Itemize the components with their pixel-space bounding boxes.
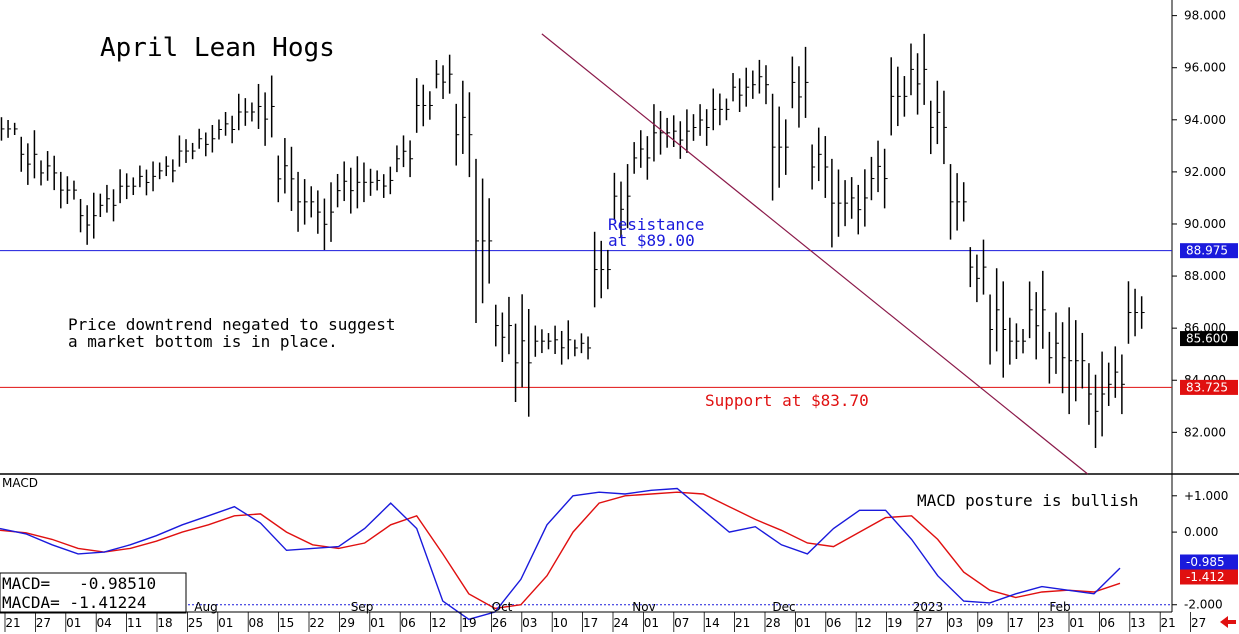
x-tick-label: 07 (674, 616, 689, 630)
macda-signal-line (0, 491, 1121, 610)
x-tick-label: 24 (613, 616, 628, 630)
macd-y-axis-ticks: +1.000 0.000 -2.000 (1172, 489, 1228, 612)
x-tick-label: 22 (309, 616, 324, 630)
resistance-price-tag: 88.975 (1180, 243, 1238, 259)
macd-y-tick-label: +1.000 (1184, 489, 1228, 503)
x-tick-label: 10 (553, 616, 568, 630)
macd-readout-box: MACD= -0.98510 MACDA= -1.41224 (0, 572, 187, 614)
x-month-label: Sep (351, 600, 374, 614)
x-tick-label: 23 (1039, 616, 1054, 630)
last-price-tag: 85.600 (1180, 331, 1238, 347)
x-tick-label: 18 (157, 616, 172, 630)
x-tick-label: 06 (1100, 616, 1115, 630)
x-tick-label: 01 (1069, 616, 1084, 630)
x-month-label: 2023 (913, 600, 944, 614)
macd-value-label: -0.985 (1186, 555, 1225, 569)
x-tick-label: 04 (97, 616, 112, 630)
downtrend-line (541, 33, 1089, 475)
resistance-note-line1: Resistance (608, 215, 704, 234)
price-bars (0, 33, 1145, 448)
x-tick-label: 08 (249, 616, 264, 630)
x-tick-label: 15 (279, 616, 294, 630)
macda-readout: MACDA= -1.41224 (2, 593, 147, 612)
resistance-price-label: 88.975 (1186, 244, 1228, 258)
x-tick-label: 13 (1130, 616, 1145, 630)
downtrend-note-line2: a market bottom is in place. (68, 332, 338, 351)
x-tick-label: 27 (36, 616, 51, 630)
x-tick-label: 12 (431, 616, 446, 630)
support-price-tag: 83.725 (1180, 379, 1238, 395)
x-tick-label: 14 (705, 616, 720, 630)
x-tick-label: 03 (522, 616, 537, 630)
macd-readout: MACD= -0.98510 (2, 574, 156, 593)
x-tick-label: 21 (1161, 616, 1176, 630)
price-y-axis-ticks: 98.00096.00094.00092.00090.00088.00086.0… (1172, 9, 1226, 439)
price-y-tick-label: 88.000 (1184, 269, 1226, 283)
x-tick-label: 01 (66, 616, 81, 630)
resistance-note-line2: at $89.00 (608, 231, 695, 250)
macd-note: MACD posture is bullish (917, 491, 1139, 510)
x-tick-label: 19 (887, 616, 902, 630)
price-y-tick-label: 96.000 (1184, 61, 1226, 75)
macd-panel-label: MACD (2, 476, 38, 490)
x-tick-label: 29 (340, 616, 355, 630)
x-tick-label: 21 (735, 616, 750, 630)
x-axis: 21 27 01 04 11 18 25 01 08 15 22 29 01 06 12 19 26 03 10 17… (0, 600, 1206, 632)
x-tick-label: 09 (978, 616, 993, 630)
x-month-label: Aug (194, 600, 217, 614)
x-tick-label: 11 (127, 616, 142, 630)
x-tick-label: 17 (583, 616, 598, 630)
macda-value-label: -1.412 (1186, 570, 1225, 584)
x-tick-label: 27 (1191, 616, 1206, 630)
chart-title: April Lean Hogs (100, 33, 335, 63)
x-tick-label: 17 (1009, 616, 1024, 630)
macd-y-tick-label: -2.000 (1184, 598, 1223, 612)
x-tick-label: 01 (218, 616, 233, 630)
x-tick-label: 21 (5, 616, 20, 630)
x-tick-label: 12 (857, 616, 872, 630)
x-month-label: Nov (632, 600, 655, 614)
scroll-arrow-icon[interactable] (1220, 616, 1236, 628)
macd-line (0, 487, 1121, 621)
downtrend-note-line1: Price downtrend negated to suggest (68, 315, 396, 334)
x-axis-ticks: 21 27 01 04 11 18 25 01 08 15 22 29 01 06 12 19 26 03 10 17… (4, 612, 1206, 632)
x-tick-label: 01 (644, 616, 659, 630)
price-y-tick-label: 90.000 (1184, 217, 1226, 231)
x-tick-label: 26 (492, 616, 507, 630)
x-tick-label: 01 (370, 616, 385, 630)
support-price-label: 83.725 (1186, 380, 1228, 394)
macd-y-tick-label: 0.000 (1184, 525, 1218, 539)
macd-panel: MACD +1.000 0.000 -2.000 MACD posture is b… (0, 474, 1238, 621)
support-note: Support at $83.70 (705, 391, 869, 410)
x-tick-label: 28 (765, 616, 780, 630)
x-tick-label: 06 (826, 616, 841, 630)
last-price-label: 85.600 (1186, 332, 1228, 346)
x-month-label: Dec (772, 600, 795, 614)
x-axis-months: Aug Sep Oct Nov Dec 2023 Feb (194, 600, 1070, 614)
x-tick-label: 06 (401, 616, 416, 630)
x-tick-label: 19 (461, 616, 476, 630)
macda-value-tag: -1.412 (1180, 569, 1238, 585)
x-month-label: Oct (492, 600, 513, 614)
price-panel: 98.00096.00094.00092.00090.00088.00086.0… (0, 0, 1239, 475)
price-y-tick-label: 82.000 (1184, 425, 1226, 439)
price-y-tick-label: 98.000 (1184, 9, 1226, 23)
x-month-label: Feb (1049, 600, 1070, 614)
price-y-tick-label: 94.000 (1184, 113, 1226, 127)
macd-value-tag: -0.985 (1180, 554, 1238, 570)
x-tick-label: 27 (917, 616, 932, 630)
x-tick-label: 01 (796, 616, 811, 630)
x-tick-label: 03 (948, 616, 963, 630)
price-y-tick-label: 92.000 (1184, 165, 1226, 179)
x-tick-label: 25 (188, 616, 203, 630)
